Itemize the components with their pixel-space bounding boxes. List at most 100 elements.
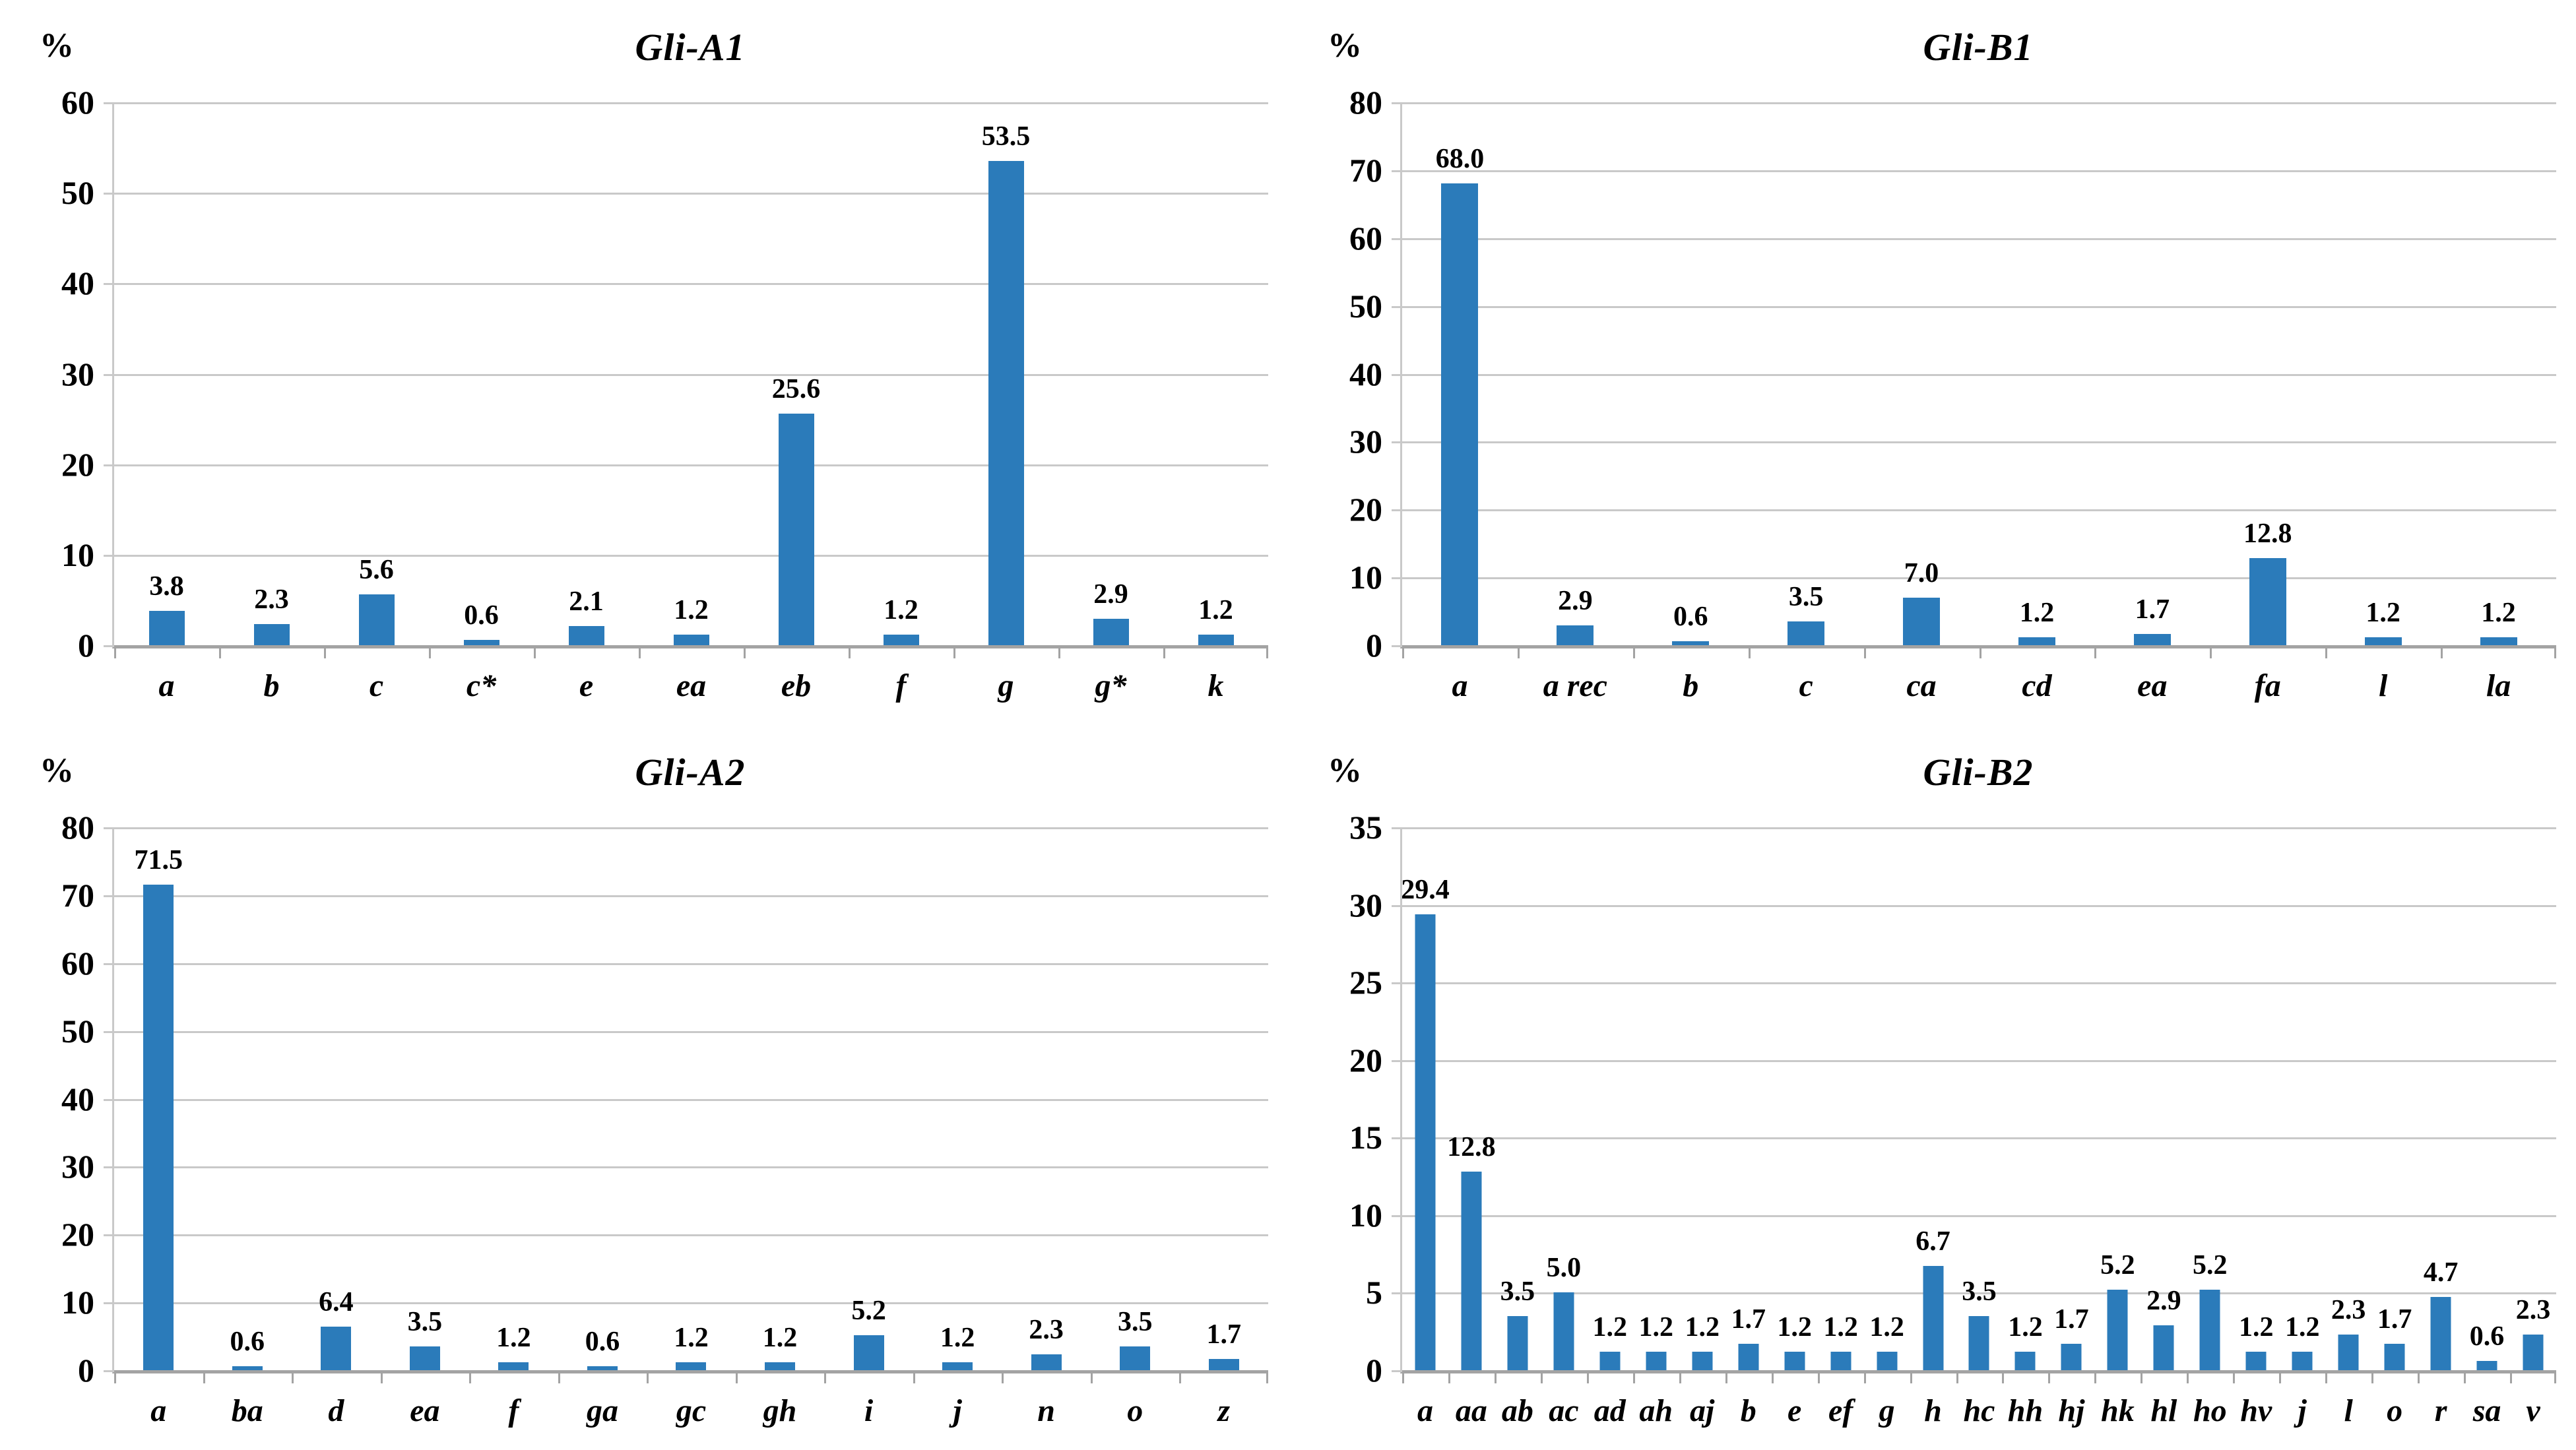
x-axis-tick	[1748, 648, 1751, 658]
bar-slot: 1.7 b	[1725, 827, 1772, 1427]
x-axis-tick	[913, 1373, 915, 1383]
gridline	[1402, 982, 2556, 985]
y-axis-tick	[1392, 237, 1402, 240]
bar	[2364, 637, 2402, 645]
bar	[1923, 1266, 1944, 1370]
bar-value-label: 0.6	[2469, 1321, 2505, 1352]
bar-value-label: 1.2	[674, 1322, 709, 1353]
y-axis-tick	[104, 645, 114, 647]
x-tick-label: a	[1452, 668, 1468, 703]
bar	[942, 1362, 973, 1370]
bar-value-label: 1.2	[884, 594, 918, 625]
bar-value-label: 5.2	[851, 1295, 886, 1326]
y-axis-unit-label: %	[40, 752, 74, 790]
gridline	[1402, 509, 2556, 512]
bar	[253, 624, 290, 645]
x-tick-label: f	[895, 668, 907, 703]
x-tick-label: ef	[1828, 1393, 1853, 1428]
x-axis-tick	[2048, 1373, 2051, 1383]
y-tick-label: 30	[1349, 886, 1382, 924]
bar-value-label: 0.6	[585, 1326, 620, 1357]
bar-slot: 2.3 b	[219, 102, 324, 702]
bar	[2133, 633, 2171, 645]
x-tick-label: hh	[2007, 1393, 2044, 1428]
x-tick-label: h	[1924, 1393, 1942, 1428]
y-axis-tick	[104, 1302, 114, 1305]
x-tick-label: a	[1417, 1393, 1433, 1428]
bar-slot: 0.6 ga	[558, 827, 647, 1427]
bar-slot: 2.9 hl	[2141, 827, 2187, 1427]
bar	[1120, 1346, 1151, 1370]
bar-value-label: 1.2	[1685, 1311, 1720, 1342]
x-axis-tick	[114, 1373, 116, 1383]
y-tick-label: 70	[61, 876, 94, 914]
x-tick-label: r	[2434, 1393, 2447, 1428]
bar-value-label: 2.1	[569, 586, 604, 617]
bar-value-label: 3.5	[407, 1307, 443, 1337]
gridline	[1402, 1214, 2556, 1217]
gridline	[114, 1030, 1268, 1033]
y-axis-tick	[104, 1234, 114, 1237]
x-axis-tick	[2094, 648, 2097, 658]
bar	[1787, 621, 1825, 645]
bar-value-label: 25.6	[771, 373, 821, 404]
x-axis-tick	[1266, 648, 1268, 658]
x-tick-label: n	[1037, 1393, 1055, 1428]
gridline	[114, 464, 1268, 466]
bar-value-label: 3.8	[149, 571, 184, 602]
bar-slot: 1.2 g	[1863, 827, 1910, 1427]
chart-gli-b1: % Gli-B1 0 10 20 30 40 50 60 70 80 68.0 a 2.9 a rec 0…	[1288, 0, 2576, 725]
x-axis-tick	[203, 1373, 205, 1383]
x-tick-label: e	[579, 668, 594, 703]
bar	[2523, 1334, 2544, 1370]
x-tick-label: d	[328, 1393, 344, 1428]
bar	[1093, 619, 1129, 645]
y-axis-tick	[1392, 1059, 1402, 1062]
x-axis-tick	[2441, 648, 2443, 658]
gridline	[1402, 102, 2556, 104]
bar-slot: 1.2 hh	[2002, 827, 2048, 1427]
bar	[1646, 1351, 1667, 1370]
x-axis-tick	[1910, 1373, 1912, 1383]
bar-value-label: 1.7	[2377, 1304, 2412, 1335]
y-tick-label: 70	[1349, 151, 1382, 189]
x-tick-label: ca	[1906, 668, 1937, 703]
bar-value-label: 0.6	[230, 1326, 265, 1357]
bar-value-label: 5.6	[359, 555, 394, 586]
bar-slot: 3.5 ea	[380, 827, 470, 1427]
x-tick-label: l	[2344, 1393, 2353, 1428]
y-tick-label: 5	[1366, 1274, 1382, 1311]
y-tick-label: 30	[1349, 423, 1382, 460]
bar-value-label: 1.7	[1731, 1304, 1766, 1335]
gridline	[1402, 373, 2556, 376]
bar-value-label: 1.2	[496, 1322, 531, 1353]
bar-slot: 2.3 n	[1002, 827, 1091, 1427]
x-tick-label: b	[263, 668, 280, 703]
x-axis-tick	[429, 648, 431, 658]
chart-title: Gli-A1	[635, 26, 746, 69]
x-axis-tick	[114, 648, 116, 658]
bar	[1507, 1315, 1528, 1370]
bar-value-label: 4.7	[2423, 1257, 2459, 1288]
y-tick-label: 30	[61, 1148, 94, 1185]
y-axis-tick	[1392, 509, 1402, 512]
bar-slot: 4.7 r	[2418, 827, 2464, 1427]
gridline	[1402, 904, 2556, 907]
bar	[765, 1362, 796, 1370]
bar-slot: 3.8 a	[114, 102, 219, 702]
bar	[2480, 637, 2517, 645]
bar-value-label: 1.2	[1777, 1311, 1812, 1342]
bar-slot: 1.2 j	[2279, 827, 2325, 1427]
bar	[1738, 1344, 1759, 1370]
x-tick-label: g	[998, 668, 1014, 703]
y-tick-label: 50	[61, 1012, 94, 1050]
bar-slot: 71.5 a	[114, 827, 203, 1427]
gridline	[1402, 1059, 2556, 1062]
x-tick-label: cd	[2022, 668, 2052, 703]
y-axis-tick	[104, 962, 114, 965]
y-axis-tick	[1392, 645, 1402, 647]
x-axis-tick	[2325, 648, 2328, 658]
y-axis-tick	[1392, 982, 1402, 985]
bar-slot: 1.2 hv	[2233, 827, 2279, 1427]
